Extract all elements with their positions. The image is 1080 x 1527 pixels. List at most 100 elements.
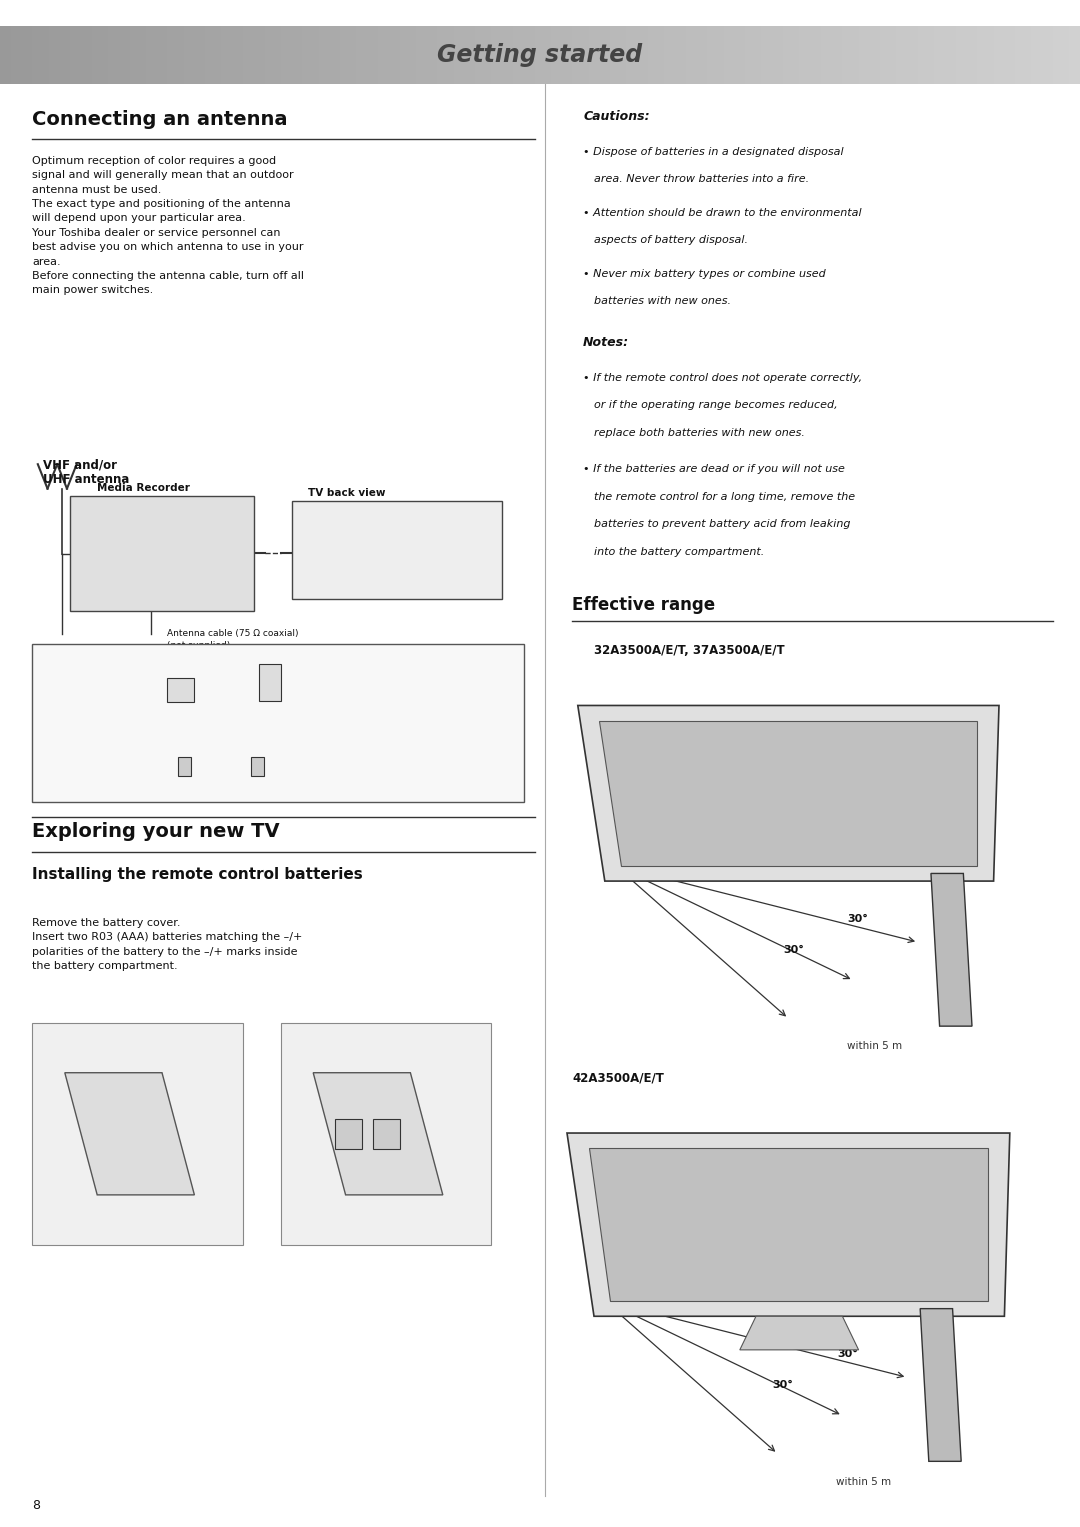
Bar — [675, 26, 681, 84]
Bar — [211, 26, 217, 84]
Bar — [205, 26, 212, 84]
Bar — [794, 26, 800, 84]
Bar — [875, 26, 881, 84]
Bar — [594, 26, 600, 84]
Bar — [130, 26, 136, 84]
Bar — [167, 678, 194, 702]
Bar — [1021, 26, 1027, 84]
Bar — [680, 26, 687, 84]
Bar — [27, 26, 33, 84]
Text: • Never mix battery types or combine used: • Never mix battery types or combine use… — [583, 269, 826, 279]
Bar — [81, 26, 87, 84]
Bar — [643, 26, 649, 84]
Bar — [410, 26, 417, 84]
Bar — [227, 26, 233, 84]
Bar — [724, 26, 730, 84]
Bar — [251, 757, 264, 776]
Bar — [1004, 26, 1011, 84]
Bar — [259, 26, 266, 84]
Bar — [405, 26, 411, 84]
Text: Exploring your new TV: Exploring your new TV — [32, 822, 280, 840]
Bar — [362, 26, 368, 84]
Bar — [432, 26, 438, 84]
Text: 30°: 30° — [848, 915, 868, 924]
Bar — [599, 26, 606, 84]
Bar — [502, 26, 509, 84]
Bar — [124, 26, 131, 84]
Text: • Dispose of batteries in a designated disposal: • Dispose of batteries in a designated d… — [583, 147, 843, 157]
Bar — [335, 26, 341, 84]
Bar — [243, 26, 249, 84]
Text: within 5 m: within 5 m — [836, 1477, 892, 1487]
Text: Media Recorder: Media Recorder — [97, 483, 190, 493]
Bar — [373, 26, 379, 84]
Bar — [940, 26, 946, 84]
Bar — [740, 26, 746, 84]
Bar — [664, 26, 671, 84]
Bar — [994, 26, 1000, 84]
Bar — [340, 26, 347, 84]
Text: replace both batteries with new ones.: replace both batteries with new ones. — [594, 428, 805, 438]
Bar — [70, 26, 77, 84]
Bar — [286, 26, 293, 84]
Bar — [929, 26, 935, 84]
Bar — [967, 26, 973, 84]
Bar — [686, 26, 692, 84]
Bar — [767, 26, 773, 84]
Bar — [491, 26, 498, 84]
Bar — [832, 26, 838, 84]
Polygon shape — [740, 1316, 859, 1350]
Bar — [799, 26, 806, 84]
Bar — [961, 26, 968, 84]
Bar — [281, 1023, 491, 1245]
Bar — [697, 26, 703, 84]
Bar — [567, 26, 573, 84]
Bar — [713, 26, 719, 84]
Bar — [454, 26, 460, 84]
Bar — [945, 26, 951, 84]
Text: the remote control for a long time, remove the: the remote control for a long time, remo… — [594, 492, 855, 502]
Bar — [891, 26, 897, 84]
Bar — [1048, 26, 1054, 84]
Bar — [373, 1118, 400, 1148]
Bar — [886, 26, 892, 84]
Bar — [524, 26, 530, 84]
Bar — [1026, 26, 1032, 84]
Bar — [146, 26, 152, 84]
Bar — [653, 26, 660, 84]
Bar — [999, 26, 1005, 84]
Bar — [729, 26, 735, 84]
Text: or if the operating range becomes reduced,: or if the operating range becomes reduce… — [594, 400, 838, 411]
Bar — [848, 26, 854, 84]
Bar — [378, 26, 384, 84]
Bar — [826, 26, 833, 84]
Bar — [103, 26, 109, 84]
Bar — [319, 26, 325, 84]
Bar — [983, 26, 989, 84]
Bar — [464, 26, 471, 84]
Bar — [486, 26, 492, 84]
Bar — [167, 26, 174, 84]
Polygon shape — [65, 1072, 194, 1194]
Bar — [815, 26, 822, 84]
Polygon shape — [578, 705, 999, 881]
Polygon shape — [313, 1072, 443, 1194]
Bar — [421, 26, 428, 84]
Bar — [988, 26, 995, 84]
Bar — [756, 26, 762, 84]
Bar — [108, 26, 114, 84]
Bar — [707, 26, 714, 84]
Bar — [772, 26, 779, 84]
Bar — [416, 26, 422, 84]
Bar — [351, 26, 357, 84]
Bar — [1064, 26, 1070, 84]
Text: Connecting an antenna: Connecting an antenna — [32, 110, 288, 128]
Bar — [864, 26, 870, 84]
Bar — [238, 26, 244, 84]
Bar — [140, 26, 147, 84]
Bar — [718, 26, 725, 84]
Text: Effective range: Effective range — [572, 596, 716, 614]
Bar — [1075, 26, 1080, 84]
Bar — [529, 26, 536, 84]
Bar — [308, 26, 314, 84]
